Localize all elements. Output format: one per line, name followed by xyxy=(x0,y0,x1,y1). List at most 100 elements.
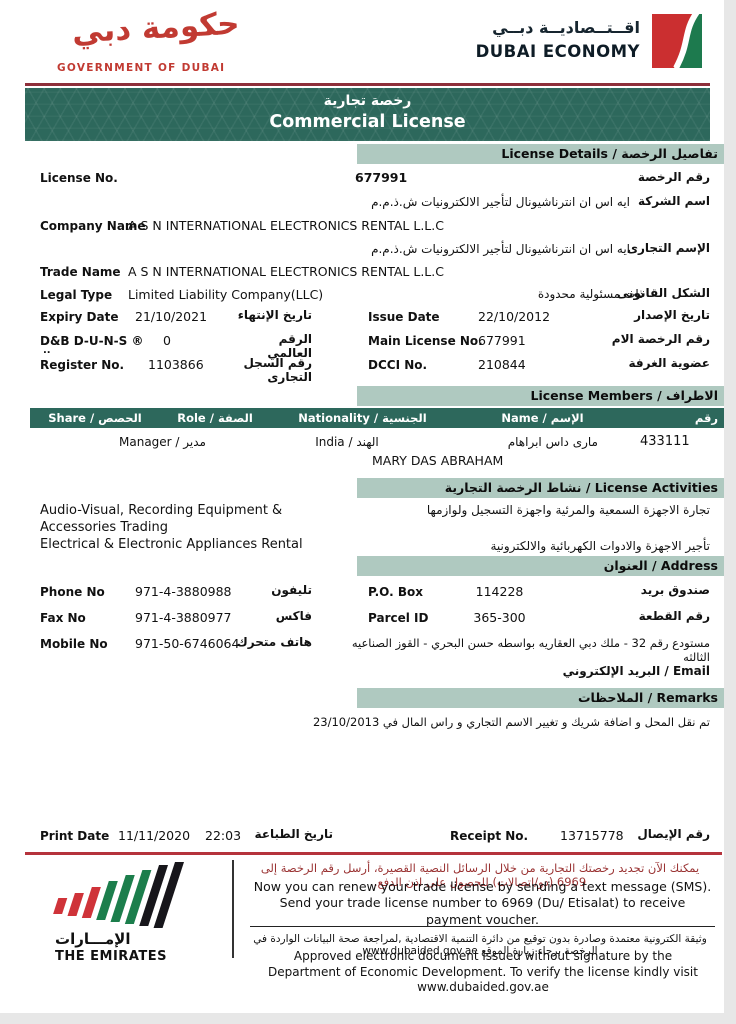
parcel-id-label-ar: رقم القطعة xyxy=(638,609,710,623)
receipt-no-label-ar: رقم الإيصال xyxy=(637,827,710,841)
government-of-dubai-calligraphy-logo: حكومة دبي xyxy=(71,5,241,51)
pobox-label-ar: صندوق بريد xyxy=(640,583,710,597)
dcci-no-value: 210844 xyxy=(478,357,526,372)
trade-name-arabic-value: ايه اس ان انترناشيونال لتأجير الالكتروني… xyxy=(371,242,630,256)
register-no-value: 1103866 xyxy=(148,357,204,372)
dubai-economy-logo-icon xyxy=(650,12,704,68)
phone-label: Phone No xyxy=(40,585,105,599)
the-emirates-logo-icon xyxy=(40,862,190,930)
duns-label: D&B D-U-N-S ® xyxy=(40,334,144,348)
column-name: Name / الإسم xyxy=(501,411,584,425)
banner-title-arabic: رخصة تجارية xyxy=(323,93,412,109)
main-license-label: Main License No. xyxy=(368,334,483,348)
parcel-id-label: Parcel ID xyxy=(368,611,429,625)
activity-arabic-1: تجارة الاجهزة السمعية والمرئية واجهزة ال… xyxy=(426,503,710,517)
header-divider-line xyxy=(25,83,710,86)
duns-value: 0 xyxy=(163,333,171,348)
main-license-value: 677991 xyxy=(478,333,526,348)
company-name-label-ar: اسم الشركة xyxy=(637,194,710,208)
column-share: Share / الحصص xyxy=(48,411,142,425)
pobox-label: P.O. Box xyxy=(368,585,423,599)
legal-type-label: Legal Type xyxy=(40,288,113,302)
footer-sms-text-english: Now you can renew your trade license by … xyxy=(253,879,712,927)
banner-title-english: Commercial License xyxy=(269,112,466,132)
footer-inner-divider xyxy=(250,926,715,927)
activity-arabic-2: تأجير الاجهزة والادوات الكهربائية والالك… xyxy=(490,539,710,553)
footer-sms-text-arabic: يمكنك الآن تجديد رخصتك التجارية من خلال … xyxy=(260,861,700,889)
remarks-text: تم نقل المحل و اضافة شريك و تغيير الاسم … xyxy=(312,715,710,729)
trade-name-label-ar: الإسم التجارى xyxy=(626,241,710,255)
title-banner: رخصة تجارية Commercial License xyxy=(25,88,710,141)
member-role: Manager / مدير xyxy=(119,435,206,449)
receipt-no-value: 13715778 xyxy=(560,828,624,843)
parcel-id-value: 365-300 xyxy=(473,610,526,625)
column-nationality: Nationality / الجنسية xyxy=(298,411,427,425)
trade-name-label: Trade Name xyxy=(40,265,121,279)
activity-english-2: Electrical & Electronic Appliances Renta… xyxy=(40,537,303,552)
duns-label-ar: الرقم العالمي xyxy=(267,332,312,360)
main-license-label-ar: رقم الرخصة الام xyxy=(611,332,710,346)
mobile-label-ar: هاتف متحرك xyxy=(236,635,312,649)
footer-approved-text-english: Approved electronic document issued with… xyxy=(268,949,698,995)
expiry-date-value: 21/10/2021 xyxy=(135,309,208,324)
company-name-value: A S N INTERNATIONAL ELECTRONICS RENTAL L… xyxy=(128,218,444,233)
legal-type-value-ar: ذات مسئولية محدودة xyxy=(537,287,644,301)
column-role: Role / الصفة xyxy=(177,411,253,425)
pobox-value: 114228 xyxy=(475,584,524,599)
the-emirates-arabic-wordmark: الإمـــارات xyxy=(55,930,131,948)
issue-date-value: 22/10/2012 xyxy=(478,309,551,324)
dubai-economy-wordmark: DUBAI ECONOMY xyxy=(475,42,640,61)
duns-label-note: .. xyxy=(43,345,51,356)
section-header-address: العنوان / Address xyxy=(357,556,724,576)
license-no-label-ar: رقم الرخصة xyxy=(637,170,710,184)
dcci-no-label: DCCI No. xyxy=(368,358,428,372)
issue-date-label-ar: تاريخ الإصدار xyxy=(634,308,710,322)
section-header-license-members: License Members / الاطراف xyxy=(357,386,724,406)
company-name-label: Company Name xyxy=(40,219,146,233)
phone-value: 971-4-3880988 xyxy=(135,584,232,599)
activity-english-1: Audio-Visual, Recording Equipment & Acce… xyxy=(40,503,283,535)
phone-label-ar: تليفون xyxy=(271,583,312,597)
receipt-no-label: Receipt No. xyxy=(450,829,529,843)
print-time-value: 22:03 xyxy=(205,828,242,843)
footer-approved-text-arabic: وثيقة الكترونية معتمدة وصادرة بدون توقيع… xyxy=(253,933,707,957)
fax-label: Fax No xyxy=(40,611,86,625)
trade-name-value: A S N INTERNATIONAL ELECTRONICS RENTAL L… xyxy=(128,264,444,279)
mobile-value: 971-50-6746064 xyxy=(135,636,240,651)
register-no-label: Register No. xyxy=(40,358,125,372)
license-no-value: 677991 xyxy=(355,170,408,185)
fax-label-ar: فاكس xyxy=(275,609,312,623)
member-nationality: India / الهند xyxy=(315,435,379,449)
footer-divider-line xyxy=(25,852,722,855)
member-name-arabic: مارى داس ابراهام xyxy=(507,435,598,449)
issue-date-label: Issue Date xyxy=(368,310,440,324)
government-of-dubai-wordmark: GOVERNMENT OF DUBAI xyxy=(57,62,226,74)
print-date-label: Print Date xyxy=(40,829,110,843)
legal-type-value: Limited Liability Company(LLC) xyxy=(128,287,324,302)
section-header-license-details: License Details / تفاصيل الرخصة xyxy=(357,144,724,164)
email-label: البريد الإلكتروني / Email xyxy=(562,664,710,678)
print-date-value: 11/11/2020 xyxy=(118,828,191,843)
register-no-label-ar: رقم السجل التجارى xyxy=(243,356,312,384)
column-person-no: رقم الشخص/.No xyxy=(647,411,718,445)
members-table-header: Share / الحصص Role / الصفة Nationality /… xyxy=(30,408,724,445)
expiry-date-label: Expiry Date xyxy=(40,310,119,324)
print-date-label-ar: تاريخ الطباعة xyxy=(254,827,333,841)
footer-vertical-divider xyxy=(232,860,234,958)
member-name-english: MARY DAS ABRAHAM xyxy=(372,453,504,468)
dubai-economy-arabic-wordmark: اقــتــصاديــة دبــي xyxy=(492,18,640,37)
company-name-arabic-value: ايه اس ان انترناشيونال لتأجير الالكتروني… xyxy=(371,195,630,209)
the-emirates-wordmark: THE EMIRATES xyxy=(55,949,167,964)
license-page: حكومة دبي GOVERNMENT OF DUBAI اقــتــصاد… xyxy=(0,0,724,1013)
mobile-label: Mobile No xyxy=(40,637,108,651)
legal-type-label-ar: الشكل القانونى xyxy=(616,286,710,300)
section-header-remarks: الملاحظات / Remarks xyxy=(357,688,724,708)
expiry-date-label-ar: تاريخ الإنتهاء xyxy=(237,308,312,322)
member-person-no: 433111 xyxy=(640,434,690,449)
license-no-label: License No. xyxy=(40,171,118,185)
address-location-arabic: مستودع رقم 32 - ملك دبي العقاريه بواسطه … xyxy=(351,636,710,664)
fax-value: 971-4-3880977 xyxy=(135,610,232,625)
dcci-no-label-ar: عضوية الغرفة xyxy=(628,356,711,370)
section-header-license-activities: نشاط الرخصة التجارية / License Activitie… xyxy=(357,478,724,498)
